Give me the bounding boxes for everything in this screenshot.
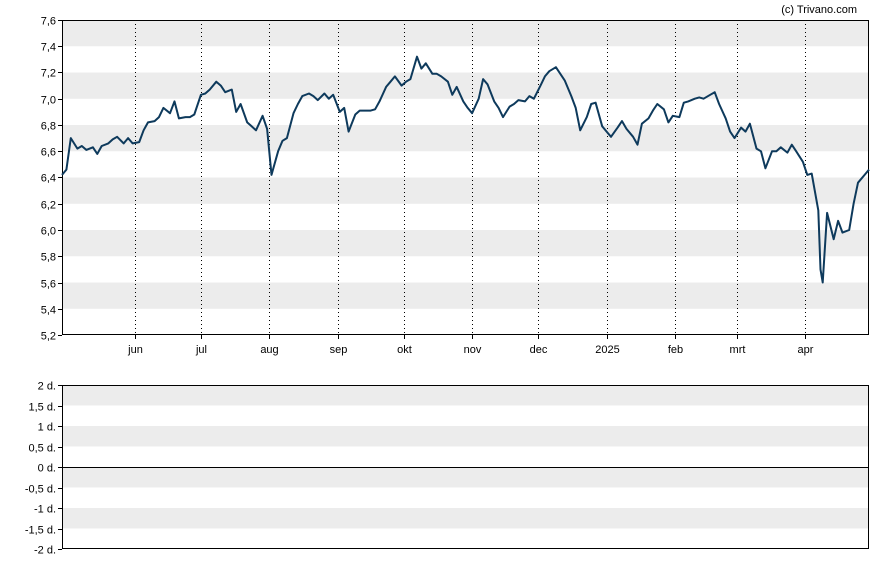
y-tick-label: -1,5 d. [25,525,56,537]
y-tick-label: 6,6 [41,147,56,159]
grid-band [62,72,869,99]
y-tick-label: 7,6 [41,16,56,28]
price-month-gridlines [135,20,806,335]
credit-text: (c) Trivano.com [781,4,857,16]
y-tick-label: 6,4 [41,173,56,185]
y-tick-label: -0,5 d. [25,484,56,496]
y-tick-label: -2 d. [34,545,56,557]
grid-band [62,230,869,257]
dividend-grid-bands [62,385,869,529]
x-tick-label: mrt [730,344,746,356]
y-tick-label: 6,8 [41,121,56,133]
grid-band [62,467,869,488]
grid-band [62,20,869,47]
x-tick-label: jun [127,344,143,356]
y-tick-label: 5,4 [41,305,56,317]
grid-band [62,282,869,309]
y-tick-label: 6,2 [41,200,56,212]
y-tick-label: 0,5 d. [28,443,56,455]
dividend-y-ticks: 2 d. 1,5 d. 1 d. 0,5 d. 0 d. -0,5 d. -1 d. -1,5… [25,381,62,557]
y-tick-label: 1 d. [38,422,56,434]
x-tick-label: dec [530,344,548,356]
price-x-ticks: jun jul aug sep okt nov dec 2025 feb mrt apr [127,335,814,356]
y-tick-label: 1,5 d. [28,402,56,414]
grid-band [62,177,869,204]
y-tick-label: 6,0 [41,226,56,238]
y-tick-label: 7,0 [41,95,56,107]
x-tick-label: 2025 [595,344,619,356]
y-tick-label: 7,4 [41,42,56,54]
x-tick-label: sep [330,344,348,356]
price-y-ticks: 7,6 7,4 7,2 7,0 6,8 6,6 6,4 6,2 6,0 5,8 5,6 5,4 5,2 [41,16,62,343]
x-tick-label: aug [260,344,278,356]
y-tick-label: -1 d. [34,504,56,516]
x-tick-label: apr [798,344,814,356]
x-tick-label: okt [397,344,412,356]
grid-band [62,385,869,406]
grid-band [62,508,869,529]
y-tick-label: 5,6 [41,279,56,291]
plot-border [62,20,869,335]
x-tick-label: nov [464,344,482,356]
y-tick-label: 2 d. [38,381,56,393]
grid-band [62,426,869,447]
x-tick-label: feb [668,344,683,356]
y-tick-label: 0 d. [38,463,56,475]
y-tick-label: 7,2 [41,68,56,80]
x-tick-label: jul [195,344,207,356]
y-tick-label: 5,2 [41,331,56,343]
price-plot-frame [62,20,869,335]
price-grid-bands [62,20,869,309]
y-tick-label: 5,8 [41,252,56,264]
price-series-line [61,55,870,284]
